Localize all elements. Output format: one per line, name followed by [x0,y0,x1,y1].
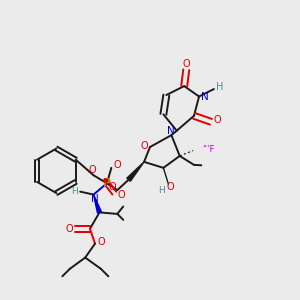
Polygon shape [94,195,101,213]
Text: H: H [71,187,78,196]
Text: N: N [91,194,99,204]
Text: O: O [97,237,105,247]
Text: H: H [158,186,165,195]
Text: P: P [103,178,111,188]
Text: O: O [88,165,96,175]
Text: N: N [201,92,209,101]
Text: O: O [213,115,221,125]
Text: O: O [113,160,121,170]
Text: O: O [182,59,190,69]
Text: O: O [140,140,148,151]
Text: H: H [216,82,223,92]
Text: O: O [108,182,116,192]
Text: O: O [166,182,174,192]
Text: O: O [117,190,125,200]
Text: N: N [167,126,175,136]
Text: O: O [66,224,74,234]
Polygon shape [127,162,144,181]
Text: '''F: '''F [202,145,214,154]
